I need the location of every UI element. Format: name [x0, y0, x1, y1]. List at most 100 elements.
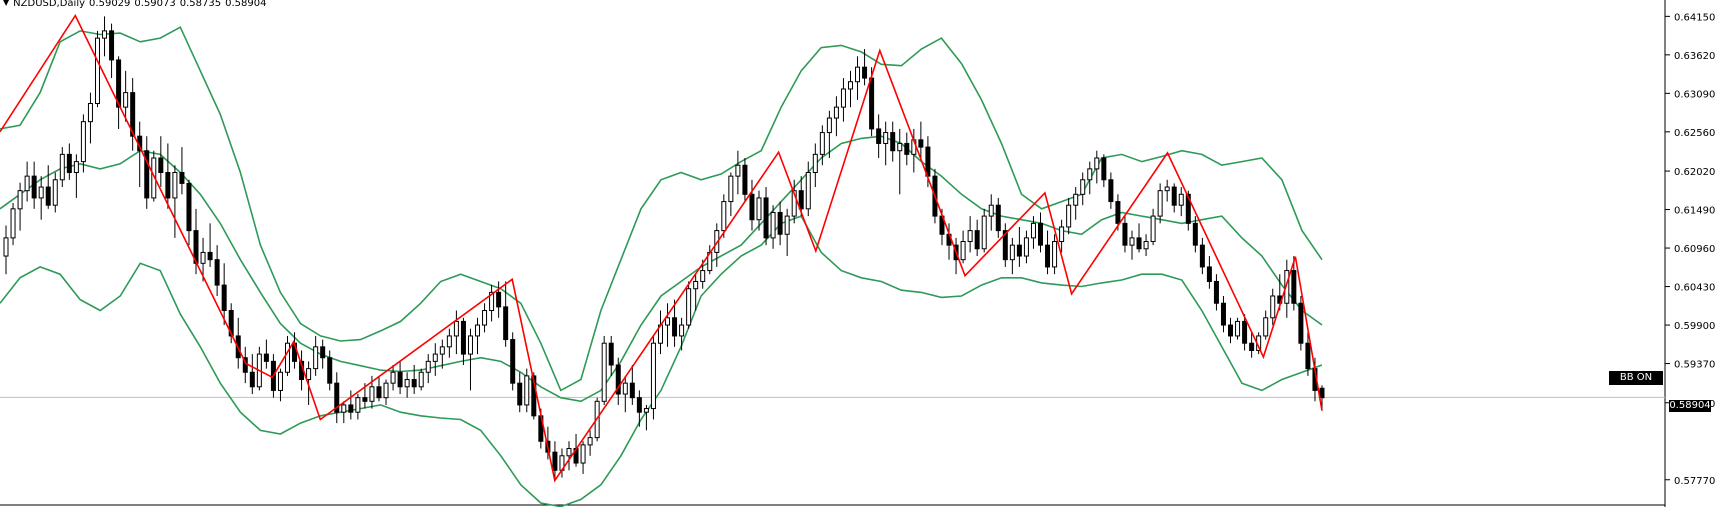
candle-body	[566, 448, 572, 457]
candle-body	[777, 211, 783, 235]
candle-body	[615, 364, 621, 395]
candle-body	[1270, 295, 1276, 319]
candle-body	[348, 404, 354, 413]
candle-body	[186, 182, 192, 232]
candle-body	[988, 204, 994, 217]
candle-body	[200, 251, 206, 264]
candle-body	[1080, 179, 1086, 195]
candle-body	[1235, 320, 1241, 337]
candle-body	[221, 284, 227, 312]
candle-body	[890, 132, 896, 152]
tick-label: 0.57770	[1674, 476, 1715, 487]
candle-body	[24, 175, 30, 192]
tick-label: 0.64150	[1674, 12, 1715, 23]
candle-body	[1023, 237, 1029, 257]
candle-body	[10, 208, 16, 239]
candle-body	[31, 175, 37, 199]
candle-body	[1108, 179, 1114, 203]
candle-body	[116, 59, 122, 108]
close-value: 0.58904	[225, 0, 267, 9]
candle-body	[1157, 190, 1163, 217]
candle-body	[693, 280, 699, 290]
candle-body	[313, 346, 319, 370]
candle-body	[770, 211, 776, 239]
bb-on-button[interactable]: BB ON	[1609, 371, 1663, 385]
candle-body	[960, 241, 966, 261]
candle-body	[460, 320, 466, 355]
candle-body	[284, 342, 290, 373]
candle-body	[1164, 186, 1170, 192]
candle-body	[102, 30, 108, 39]
candle-body	[833, 106, 839, 119]
candle-body	[158, 157, 164, 174]
candle-body	[404, 379, 410, 388]
symbol-label: NZDUSD,Daily	[13, 0, 86, 9]
candle-body	[622, 382, 628, 395]
candle-body	[439, 346, 445, 355]
candle-body	[1038, 222, 1044, 246]
candle-body	[763, 197, 769, 239]
candle-body	[411, 379, 417, 388]
candle-body	[165, 172, 171, 199]
candle-body	[1045, 244, 1051, 268]
tick-label: 0.60960	[1674, 244, 1715, 255]
zigzag-path	[0, 13, 1323, 483]
candle-body	[1298, 302, 1304, 344]
candle-body	[791, 190, 797, 217]
candle-body	[826, 117, 832, 134]
candle-body	[418, 371, 424, 388]
candle-body	[214, 259, 220, 286]
candle-body	[862, 66, 868, 79]
candle-body	[432, 353, 438, 362]
candle-body	[721, 201, 727, 232]
candle-body	[390, 371, 396, 384]
candle-body	[995, 204, 1001, 232]
candle-body	[735, 164, 741, 177]
candle-body	[1249, 342, 1255, 351]
candle-body	[263, 353, 269, 362]
candle-body	[482, 310, 488, 326]
candle-body	[123, 92, 129, 108]
candle-body	[665, 317, 671, 326]
candle-body	[306, 368, 312, 381]
candle-body	[1206, 266, 1212, 282]
candle-body	[228, 310, 234, 337]
candle-body	[728, 175, 734, 203]
candle-body	[531, 375, 537, 417]
high-value: 0.59073	[134, 0, 176, 9]
price-axis-ticks: 0.64150 0.63620 0.63090 0.62560 0.62020 0.614…	[1665, 12, 1715, 487]
candle-body	[66, 153, 72, 174]
candle-body	[87, 103, 93, 123]
candle-body	[355, 397, 361, 413]
candle-body	[847, 81, 853, 90]
candle-body	[397, 371, 403, 388]
candle-body	[1052, 241, 1058, 268]
candle-body	[503, 306, 509, 341]
candle-body	[144, 150, 150, 199]
candle-body	[1009, 244, 1015, 261]
candle-body	[73, 161, 79, 174]
candle-body	[446, 335, 452, 348]
candle-body	[1291, 270, 1297, 304]
candle-body	[629, 382, 635, 399]
candle-body	[179, 172, 185, 184]
candle-body	[1178, 193, 1184, 206]
candle-body	[151, 157, 157, 199]
candle-body	[700, 270, 706, 282]
chevron-down-icon[interactable]: ▼	[3, 0, 10, 7]
candle-body	[1228, 324, 1234, 337]
candle-body	[798, 190, 804, 210]
candle-body	[643, 408, 649, 413]
candle-body	[869, 77, 875, 130]
candle-body	[496, 291, 502, 308]
candle-body	[1284, 270, 1290, 304]
candle-body	[80, 121, 86, 163]
candle-body	[1094, 157, 1100, 170]
low-value: 0.58735	[179, 0, 222, 9]
candle-body	[369, 386, 375, 402]
candle-body	[1115, 201, 1121, 224]
candle-body	[1171, 186, 1177, 206]
tick-label: 0.62560	[1674, 128, 1715, 139]
candle-body	[1199, 244, 1205, 268]
